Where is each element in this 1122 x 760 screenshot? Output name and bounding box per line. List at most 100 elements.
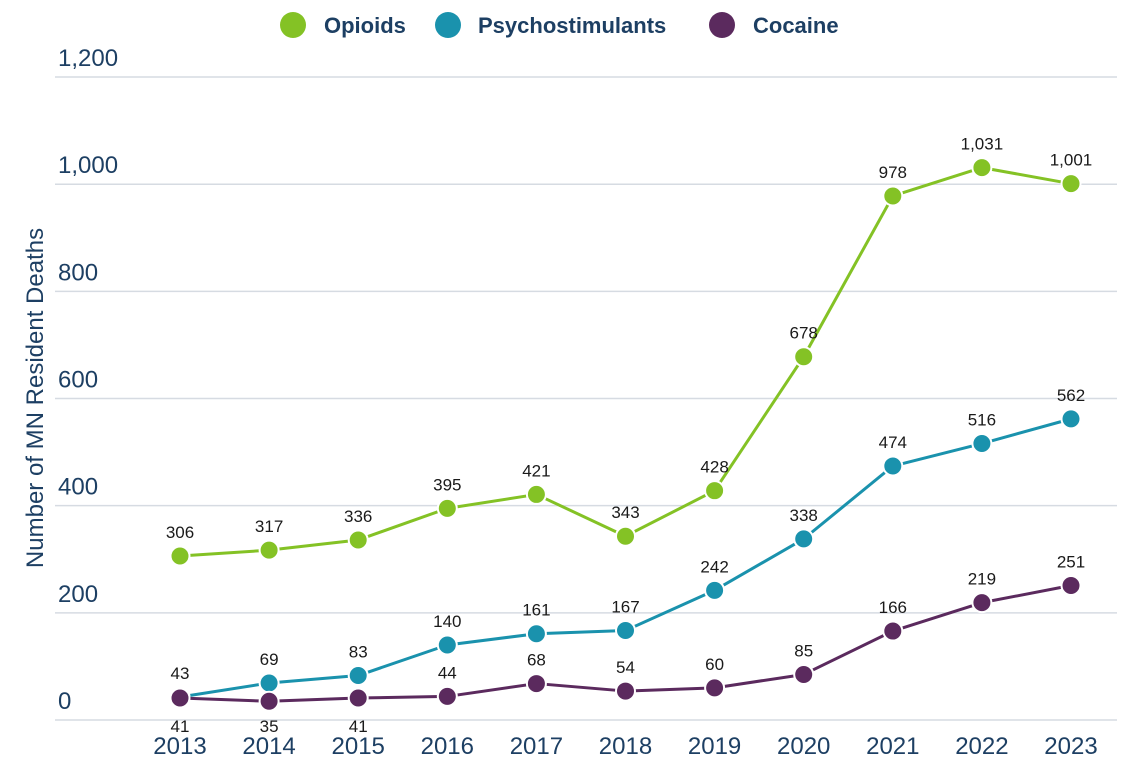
- legend-label-cocaine: Cocaine: [753, 13, 839, 38]
- data-label-psychostimulants: 167: [611, 598, 639, 617]
- data-label-opioids: 1,031: [961, 135, 1004, 154]
- x-axis-ticks: 2013 2014 2015 2016 2017 2018 2019 2020 2021 2022…: [153, 733, 1097, 760]
- data-label-psychostimulants: 242: [700, 557, 728, 576]
- legend-marker-cocaine: [709, 12, 735, 38]
- data-label-opioids: 336: [344, 507, 372, 526]
- data-point-psychostimulants: [436, 634, 458, 656]
- data-point-opioids: [1060, 173, 1082, 195]
- data-point-cocaine: [169, 687, 191, 709]
- data-point-opioids: [882, 185, 904, 207]
- data-label-cocaine: 60: [705, 655, 724, 674]
- data-label-cocaine: 219: [968, 570, 996, 589]
- data-label-opioids: 306: [166, 523, 194, 542]
- series-line-opioids: [179, 166, 1072, 558]
- data-point-psychostimulants: [1060, 408, 1082, 430]
- x-tick-label: 2014: [242, 733, 295, 760]
- x-tick-label: 2015: [332, 733, 385, 760]
- data-point-cocaine: [615, 680, 636, 702]
- data-point-cocaine: [793, 663, 815, 685]
- data-point-cocaine: [704, 677, 726, 699]
- legend-marker-psychostimulants: [435, 12, 461, 38]
- series-opioids: [169, 157, 1082, 567]
- x-tick-label: 2017: [510, 733, 563, 760]
- data-label-cocaine: 68: [527, 651, 546, 670]
- x-tick-label: 2016: [421, 733, 474, 760]
- data-point-cocaine: [258, 690, 280, 712]
- data-label-cocaine: 251: [1057, 553, 1085, 572]
- series-layer: [169, 157, 1082, 712]
- data-point-psychostimulants: [704, 579, 726, 601]
- data-label-opioids: 395: [433, 475, 461, 494]
- x-tick-label: 2019: [688, 733, 741, 760]
- x-tick-label: 2023: [1044, 733, 1097, 760]
- data-point-psychostimulants: [793, 528, 815, 550]
- data-point-cocaine: [1060, 575, 1082, 597]
- data-label-cocaine: 41: [349, 717, 368, 736]
- y-tick-label: 1,000: [58, 152, 118, 179]
- data-point-psychostimulants: [525, 623, 547, 645]
- legend-label-opioids: Opioids: [324, 13, 406, 38]
- data-label-opioids: 428: [700, 458, 728, 477]
- data-point-opioids: [347, 529, 369, 551]
- data-point-psychostimulants: [615, 620, 636, 642]
- data-point-psychostimulants: [258, 672, 280, 694]
- legend: Opioids Psychostimulants Cocaine: [280, 12, 839, 38]
- data-label-psychostimulants: 562: [1057, 386, 1085, 405]
- data-point-cocaine: [882, 620, 904, 642]
- y-tick-label: 600: [58, 367, 98, 394]
- series-cocaine: [169, 575, 1082, 712]
- data-label-psychostimulants: 338: [790, 506, 818, 525]
- y-axis-label: Number of MN Resident Deaths: [22, 228, 49, 568]
- data-point-cocaine: [971, 592, 993, 614]
- x-tick-label: 2022: [955, 733, 1008, 760]
- data-point-cocaine: [436, 685, 458, 707]
- data-point-opioids: [793, 346, 815, 368]
- data-point-opioids: [704, 480, 726, 502]
- y-tick-label: 0: [58, 688, 71, 715]
- data-label-cocaine: 54: [616, 658, 635, 677]
- legend-marker-opioids: [280, 12, 306, 38]
- x-tick-label: 2013: [153, 733, 206, 760]
- data-label-psychostimulants: 161: [522, 601, 550, 620]
- data-label-psychostimulants: 516: [968, 411, 996, 430]
- x-tick-label: 2018: [599, 733, 652, 760]
- data-labels: 306 317 336 395 421 343 428 678 978 1,031 1,001 43 6…: [166, 135, 1092, 736]
- data-label-psychostimulants: 69: [260, 650, 279, 669]
- data-point-opioids: [258, 539, 280, 561]
- data-label-opioids: 978: [879, 163, 907, 182]
- data-label-cocaine: 41: [171, 717, 190, 736]
- y-tick-label: 200: [58, 581, 98, 608]
- data-point-opioids: [525, 483, 547, 505]
- series-line-psychostimulants: [179, 417, 1072, 699]
- data-label-psychostimulants: 43: [171, 664, 190, 683]
- data-label-opioids: 317: [255, 517, 283, 536]
- data-label-cocaine: 85: [794, 641, 813, 660]
- data-point-cocaine: [347, 687, 369, 709]
- data-label-cocaine: 35: [260, 717, 279, 736]
- data-point-cocaine: [525, 673, 547, 695]
- data-point-opioids: [436, 497, 458, 519]
- legend-label-psychostimulants: Psychostimulants: [478, 13, 666, 38]
- data-label-cocaine: 44: [438, 663, 457, 682]
- y-tick-label: 400: [58, 474, 98, 501]
- data-point-psychostimulants: [882, 455, 904, 477]
- x-tick-label: 2020: [777, 733, 830, 760]
- data-label-opioids: 343: [611, 503, 639, 522]
- data-point-opioids: [971, 157, 993, 179]
- y-tick-label: 800: [58, 259, 98, 286]
- data-label-opioids: 421: [522, 461, 550, 480]
- data-label-psychostimulants: 140: [433, 612, 461, 631]
- data-point-psychostimulants: [971, 433, 993, 455]
- data-label-opioids: 678: [790, 324, 818, 343]
- data-label-opioids: 1,001: [1050, 151, 1093, 170]
- gridlines: [55, 76, 1117, 721]
- data-point-opioids: [615, 525, 636, 547]
- y-axis-ticks: 0 200 400 600 800 1,000 1,200: [58, 45, 118, 715]
- data-point-opioids: [169, 545, 191, 567]
- data-label-cocaine: 166: [879, 598, 907, 617]
- data-point-psychostimulants: [347, 665, 369, 687]
- data-label-psychostimulants: 474: [879, 433, 907, 452]
- data-label-psychostimulants: 83: [349, 643, 368, 662]
- x-tick-label: 2021: [866, 733, 919, 760]
